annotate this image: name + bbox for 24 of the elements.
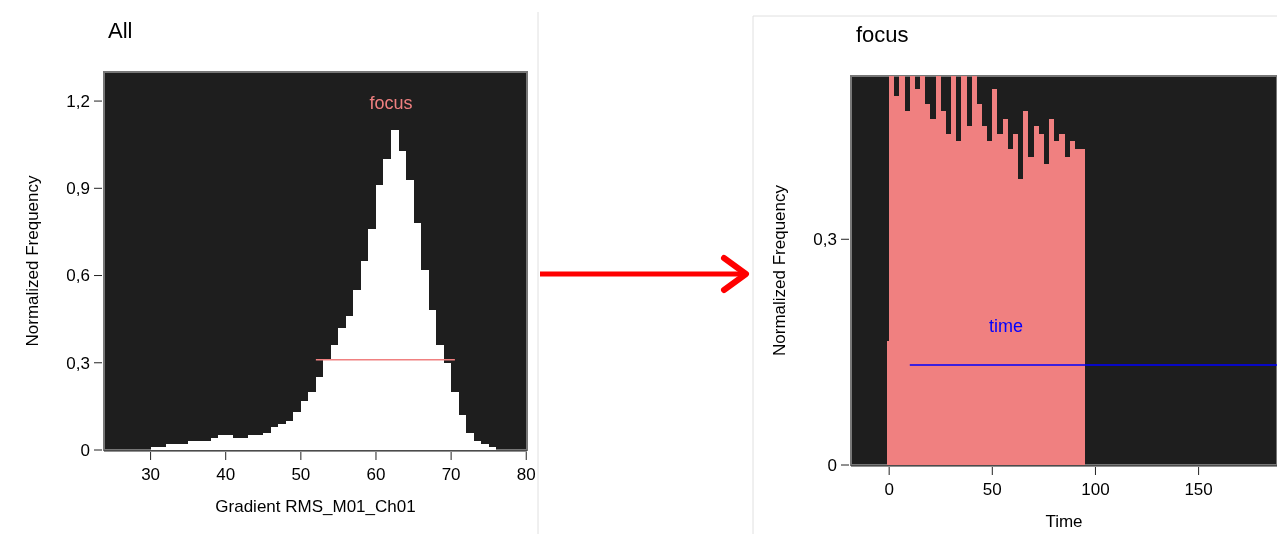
y-tick-label: 0,6 xyxy=(66,266,90,286)
x-tick-label: 150 xyxy=(1184,480,1213,499)
x-tick-label: 30 xyxy=(141,465,161,484)
annotation: focus xyxy=(369,93,413,113)
x-tick-label: 80 xyxy=(516,465,536,484)
y-tick-label: 1,2 xyxy=(66,92,90,112)
x-tick-label: 50 xyxy=(291,465,311,484)
x-tick-label: 40 xyxy=(216,465,236,484)
x-axis-title: Time xyxy=(1045,512,1083,531)
x-tick-label: 0 xyxy=(884,480,894,499)
y-tick-label: 0,9 xyxy=(66,179,90,199)
chart-title: All xyxy=(108,18,133,43)
y-tick-label: 0,3 xyxy=(813,230,837,250)
y-axis-title: Normalized Frequency xyxy=(23,175,42,347)
y-axis-title: Normalized Frequency xyxy=(770,184,789,357)
annotation: time xyxy=(988,316,1024,336)
y-tick-label: 0,3 xyxy=(66,353,90,373)
x-tick-label: 70 xyxy=(441,465,461,484)
x-axis-title: Gradient RMS_M01_Ch01 xyxy=(215,497,416,516)
x-tick-label: 60 xyxy=(366,465,386,484)
x-tick-label: 50 xyxy=(982,480,1002,499)
x-tick-label: 100 xyxy=(1081,480,1110,499)
chart-title: focus xyxy=(856,22,909,47)
y-tick-label: 0 xyxy=(80,440,90,460)
